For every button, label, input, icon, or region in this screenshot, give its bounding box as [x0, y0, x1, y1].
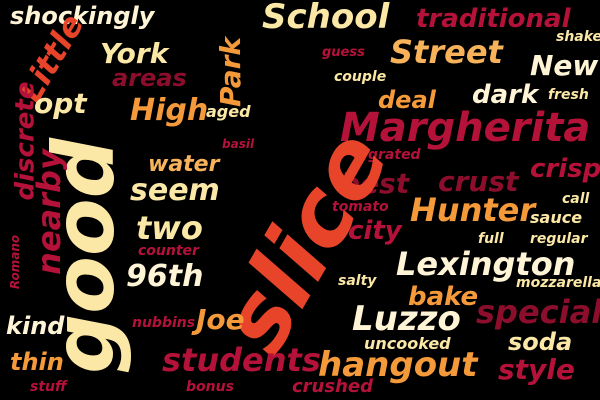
word-best: best — [340, 167, 410, 200]
word-students: students — [162, 341, 321, 379]
word-96th: 96th — [126, 259, 204, 294]
word-fresh: fresh — [548, 87, 589, 103]
word-bake: bake — [408, 282, 479, 312]
word-tomato: tomato — [332, 199, 389, 215]
word-bonus: bonus — [186, 379, 234, 395]
word-soda: soda — [508, 328, 573, 356]
word-dark: dark — [472, 80, 539, 110]
word-traditional: traditional — [416, 4, 571, 34]
word-lexington: Lexington — [396, 245, 576, 283]
word-thin: thin — [10, 348, 64, 376]
word-park: Park — [214, 36, 248, 108]
word-hunter: Hunter — [410, 191, 536, 229]
word-couple: couple — [334, 69, 387, 85]
word-areas: areas — [112, 64, 187, 92]
word-water: water — [148, 152, 220, 177]
word-grated: grated — [368, 147, 421, 163]
word-salty: salty — [338, 273, 377, 289]
word-nearby: nearby — [29, 149, 68, 275]
word-seem: seem — [130, 173, 220, 208]
word-joe: Joe — [196, 303, 245, 336]
word-school: School — [262, 0, 390, 37]
word-new: New — [530, 49, 599, 82]
word-crushed: crushed — [292, 376, 373, 397]
word-style: style — [498, 353, 575, 386]
word-crisp: crisp — [530, 154, 600, 184]
word-shockingly: shockingly — [10, 2, 155, 30]
word-full: full — [478, 231, 504, 247]
word-aged: aged — [206, 102, 251, 121]
word-kind: kind — [6, 312, 65, 340]
word-regular: regular — [530, 231, 588, 247]
word-city: city — [348, 216, 402, 246]
word-basil: basil — [222, 137, 255, 151]
word-deal: deal — [378, 86, 436, 114]
word-hangout: hangout — [318, 345, 478, 385]
word-guess: guess — [322, 45, 365, 60]
word-sauce: sauce — [530, 208, 583, 227]
word-mozzarella: mozzarella — [516, 275, 600, 291]
word-margherita: Margherita — [340, 105, 591, 151]
word-shaker: shaker — [556, 29, 600, 45]
word-high: High — [130, 93, 209, 128]
word-stuff: stuff — [30, 379, 67, 395]
word-luzzo: Luzzo — [352, 299, 461, 339]
word-special: special — [476, 293, 600, 331]
word-call: call — [562, 191, 590, 207]
word-york: York — [100, 37, 169, 70]
word-uncooked: uncooked — [364, 334, 451, 353]
word-counter: counter — [138, 243, 199, 259]
word-opt: opt — [34, 87, 87, 120]
word-street: Street — [390, 33, 503, 71]
word-nubbins: nubbins — [132, 315, 196, 331]
word-romano: Romano — [8, 234, 23, 290]
word-crust: crust — [438, 165, 519, 198]
word-two: two — [136, 209, 203, 247]
